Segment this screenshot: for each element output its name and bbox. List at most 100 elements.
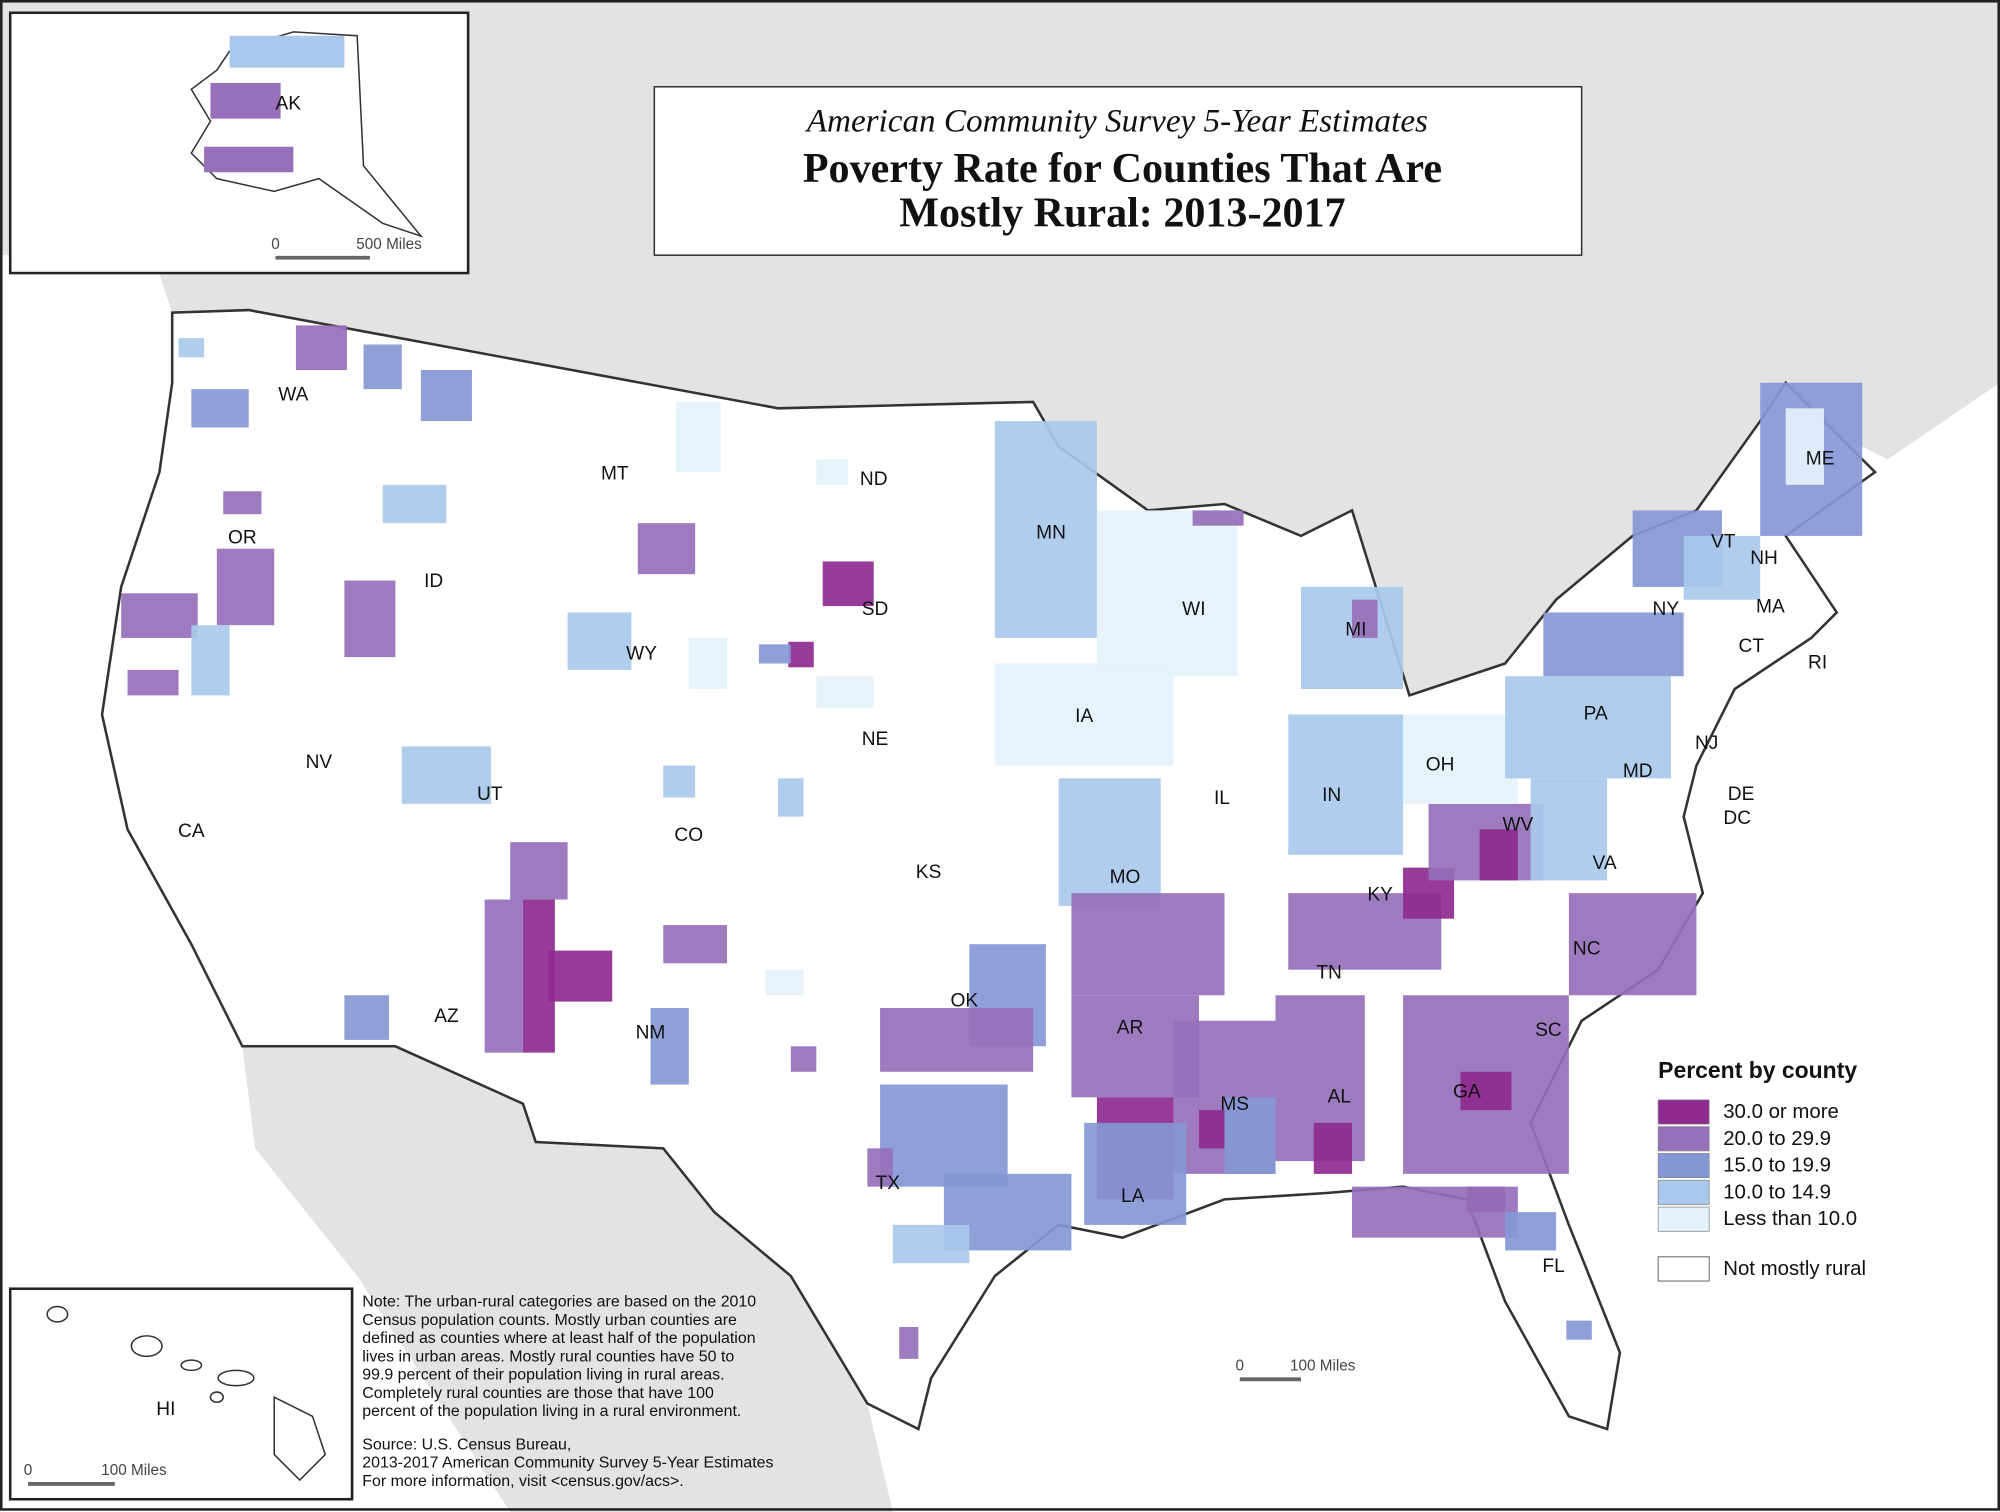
county-patch <box>1071 893 1225 996</box>
legend: Percent by county 30.0 or more 20.0 to 29… <box>1657 1057 1866 1282</box>
county-patch <box>223 491 262 515</box>
county-patch <box>567 612 632 670</box>
legend-label: 10.0 to 14.9 <box>1723 1181 1831 1203</box>
state-label: OK <box>950 991 978 1012</box>
mexico <box>242 1046 893 1512</box>
scale-label: 0 <box>1236 1358 1245 1375</box>
inset-label: AK <box>276 94 302 115</box>
state-label: ND <box>860 469 888 490</box>
note: Note: The urban-rural categories are bas… <box>362 1294 773 1490</box>
note-line: 99.9 percent of their population living … <box>362 1367 724 1384</box>
county-patch <box>401 746 492 804</box>
county-patch <box>1479 829 1518 881</box>
state-label: WA <box>278 385 308 406</box>
county-patch <box>1192 510 1244 526</box>
title: Mostly Rural: 2013-2017 <box>899 190 1345 237</box>
county-patch <box>1084 1122 1187 1225</box>
county-patch <box>637 523 696 575</box>
legend-label: 20.0 to 29.9 <box>1723 1128 1831 1150</box>
state-label: KY <box>1367 885 1393 906</box>
scale-label: 0 <box>271 236 280 253</box>
legend-swatch <box>1657 1126 1710 1152</box>
state-label: MI <box>1345 619 1366 640</box>
state-label: PA <box>1584 704 1608 725</box>
state-label: FL <box>1542 1256 1564 1277</box>
state-label: DE <box>1728 784 1755 805</box>
county-patch <box>758 644 791 664</box>
county-patch <box>1566 1320 1592 1340</box>
inset-label: HI <box>156 1399 175 1420</box>
state-label: SC <box>1535 1020 1562 1041</box>
county-patch <box>191 625 230 696</box>
state-label: SD <box>862 599 889 620</box>
county-patch <box>295 325 347 371</box>
source-line: Source: U.S. Census Bureau, <box>362 1436 571 1453</box>
scale-label: 100 Miles <box>1290 1358 1356 1375</box>
county-patch <box>216 548 275 626</box>
state-label: NM <box>636 1023 666 1044</box>
county-patch <box>1505 676 1671 779</box>
source-line: 2013-2017 American Community Survey 5-Ye… <box>362 1455 773 1472</box>
state-label: MD <box>1623 761 1653 782</box>
county-patch <box>880 1084 1008 1187</box>
state-label: NV <box>306 752 333 773</box>
county-patch <box>1460 1071 1512 1111</box>
state-label: VT <box>1711 531 1736 552</box>
county-patch <box>822 561 874 607</box>
county-patch <box>867 1148 893 1187</box>
legend-label: Not mostly rural <box>1723 1258 1866 1280</box>
county-patch <box>765 969 804 996</box>
county-patch <box>344 580 396 658</box>
state-label: IA <box>1075 706 1093 727</box>
hawaii-islands <box>46 1305 327 1482</box>
legend-swatch <box>1657 1153 1710 1179</box>
divider <box>352 1288 354 1500</box>
state-label: NY <box>1653 599 1680 620</box>
county-patch <box>899 1326 919 1359</box>
county-patch <box>1288 714 1404 855</box>
county-patch <box>994 663 1174 766</box>
scale-label: 100 Miles <box>101 1462 167 1479</box>
state-label: LA <box>1121 1186 1145 1207</box>
county-patch <box>204 146 294 173</box>
county-patch <box>344 995 390 1040</box>
note-line: percent of the population living in a ru… <box>362 1403 741 1420</box>
note-line: Note: The urban-rural categories are bas… <box>362 1294 756 1311</box>
county-patch <box>790 1046 817 1072</box>
county-patch <box>994 421 1097 638</box>
note-line: Census population counts. Mostly urban c… <box>362 1312 737 1329</box>
state-label: OR <box>228 527 257 548</box>
state-label: MN <box>1036 522 1066 543</box>
state-label: VA <box>1593 853 1617 874</box>
state-label: AZ <box>434 1006 459 1027</box>
county-patch <box>363 344 402 390</box>
legend-swatch <box>1657 1206 1710 1232</box>
state-labels: WA OR CA NV ID MT WY UT AZ CO NM ND SD NE KS OK TX MN IA MO… <box>178 385 1834 1277</box>
county-patch <box>1403 714 1518 804</box>
county-patch <box>663 925 728 964</box>
county-patch <box>210 82 281 119</box>
county-patch <box>510 842 568 900</box>
county-patch <box>816 459 849 485</box>
county-patch <box>382 484 447 524</box>
state-label: WI <box>1182 599 1205 620</box>
county-patch <box>178 338 205 358</box>
county-patch <box>1683 535 1761 600</box>
state-label: CT <box>1739 636 1765 657</box>
county-patch <box>1224 1097 1276 1174</box>
county-patch <box>127 669 179 696</box>
state-label: AR <box>1117 1017 1144 1038</box>
state-label: KS <box>916 862 942 883</box>
state-label: NE <box>862 729 889 750</box>
county-patch <box>676 401 721 473</box>
state-label: ID <box>424 571 443 592</box>
state-label: OH <box>1426 755 1455 776</box>
county-patch <box>1198 1110 1225 1149</box>
subtitle: American Community Survey 5-Year Estimat… <box>805 102 1428 139</box>
state-label: MO <box>1110 867 1141 888</box>
county-patch <box>1530 778 1608 881</box>
note-line: lives in urban areas. Mostly rural count… <box>362 1348 734 1365</box>
